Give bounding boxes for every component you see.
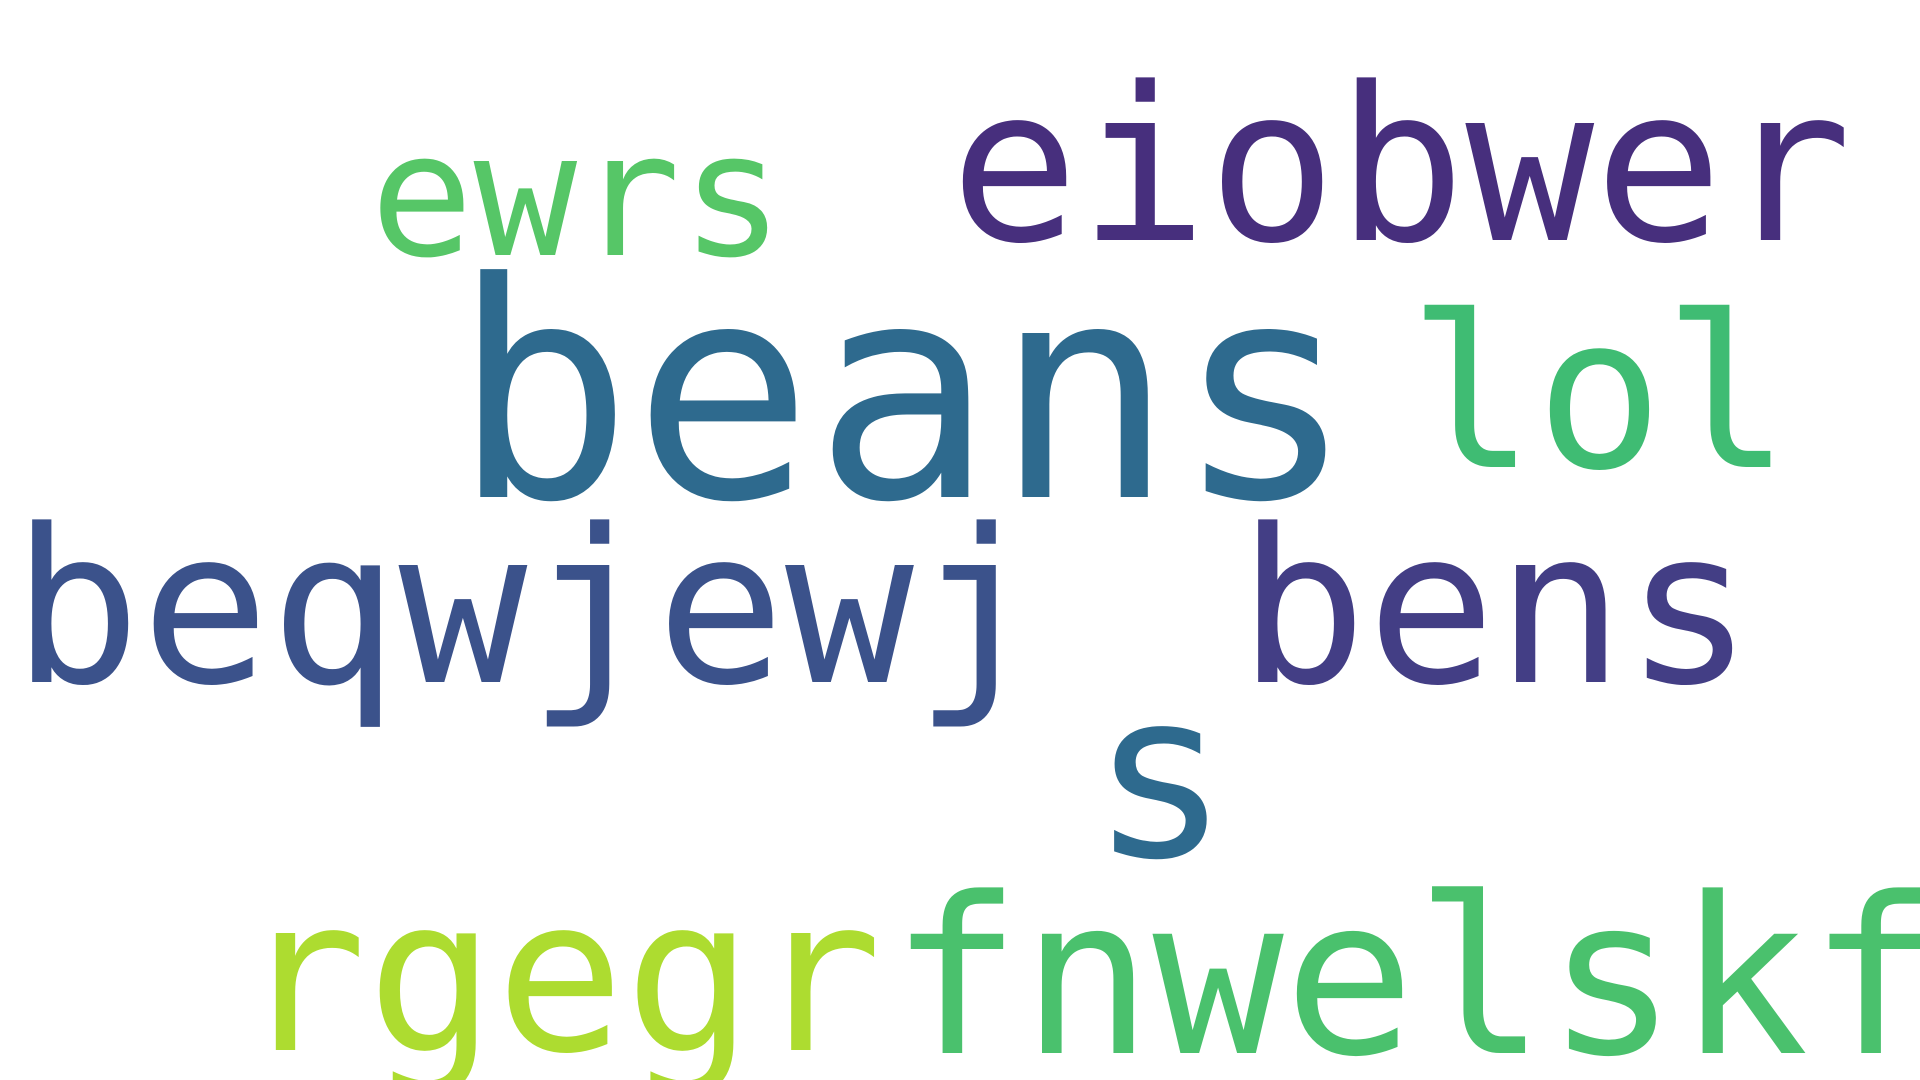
- word-beans: beans: [452, 219, 1356, 568]
- word-eiobwer: eiobwer: [950, 42, 1852, 291]
- word-s: s: [1090, 641, 1230, 911]
- word-ewrs: ewrs: [370, 95, 785, 296]
- word-rgegr: rgegr: [238, 852, 883, 1080]
- word-lol: lol: [1408, 270, 1791, 517]
- word-fnwelskf: fnwelskf: [890, 852, 1920, 1080]
- word-bens: bens: [1238, 484, 1754, 733]
- word-beqwjewj: beqwjewj: [12, 484, 1043, 733]
